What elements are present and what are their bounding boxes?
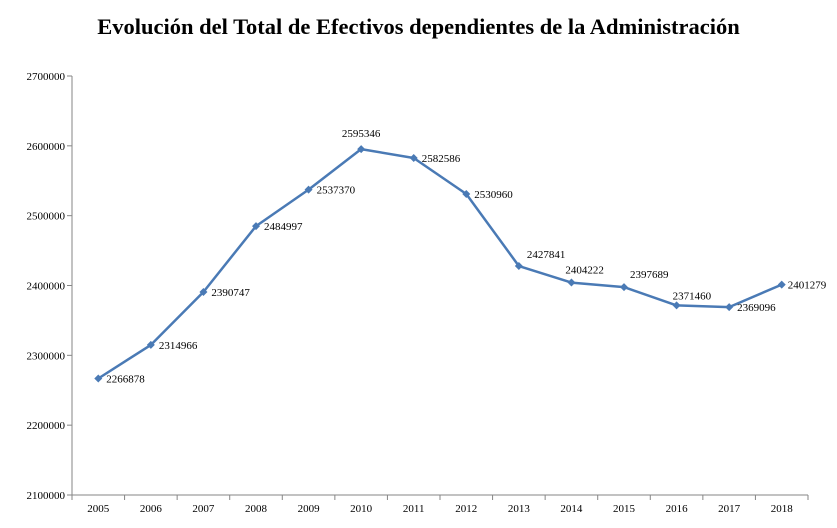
data-point-marker [252,222,260,231]
data-point-marker [672,301,681,310]
x-tick-label: 2010 [350,503,373,515]
data-label: 2582586 [422,153,461,165]
x-tick-label: 2013 [508,503,531,515]
data-label: 2404222 [565,265,604,277]
data-label: 2537370 [317,185,356,197]
x-tick-label: 2008 [245,503,268,515]
data-label: 2401279 [788,280,827,292]
data-label: 2427841 [527,249,566,261]
data-point-marker [94,374,103,383]
data-label: 2371460 [673,290,712,302]
x-tick-label: 2011 [403,503,425,515]
x-tick-label: 2012 [455,503,477,515]
y-tick-label: 2700000 [27,71,66,83]
y-tick-label: 2300000 [27,350,66,362]
x-tick-label: 2005 [87,503,110,515]
data-point-marker [462,190,471,199]
x-axis-ticks: 2005 2006 2007 2008 2009 2010 2011 2012 2013 2014… [71,495,809,515]
x-tick-label: 2014 [560,503,583,515]
data-label: 2595346 [342,128,381,140]
data-point-marker [620,283,628,292]
y-tick-label: 2500000 [27,211,66,223]
x-tick-label: 2015 [613,503,636,515]
data-point-marker [146,340,155,349]
data-point-marker [725,303,734,312]
data-label: 2397689 [630,269,669,281]
series-line [97,147,783,380]
data-label: 2314966 [159,340,198,352]
series-line-path [97,147,783,380]
data-label: 2369096 [737,302,776,314]
x-tick-label: 2017 [718,503,741,515]
data-point-marker [357,145,366,154]
y-tick-label: 2400000 [27,281,66,293]
chart-title: Evolución del Total de Efectivos dependi… [97,14,740,39]
data-label: 2530960 [474,189,513,201]
data-point-marker [777,280,786,289]
x-tick-label: 2006 [140,503,163,515]
y-tick-label: 2100000 [27,490,66,502]
x-tick-label: 2018 [771,503,794,515]
data-label: 2484997 [264,221,303,233]
data-labels: 2266878 2314966 2390747 2484997 2537370 25953… [106,128,826,385]
axes [71,76,808,496]
data-point-marker [304,185,313,194]
y-tick-label: 2200000 [27,420,66,432]
data-point-marker [199,287,208,296]
data-label: 2266878 [106,373,145,385]
y-tick-label: 2600000 [27,141,66,153]
data-points [94,145,786,383]
data-label: 2390747 [211,287,250,299]
data-point-marker [567,278,576,287]
data-point-marker [514,262,523,271]
x-tick-label: 2007 [192,503,215,515]
y-axis-ticks: 2100000 2200000 2300000 2400000 2500000 26000… [27,71,72,502]
x-tick-label: 2009 [298,503,321,515]
data-point-marker [409,153,418,162]
x-tick-label: 2016 [666,503,689,515]
